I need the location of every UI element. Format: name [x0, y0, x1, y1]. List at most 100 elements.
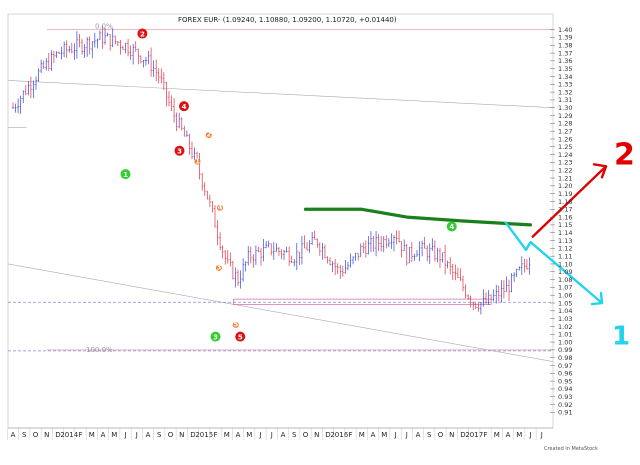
x-tick-label: J	[393, 431, 396, 439]
wave-major-3-text: 5	[238, 333, 243, 341]
price-bar	[226, 249, 229, 264]
wave-green-1: 3	[210, 331, 221, 342]
price-bar	[167, 91, 170, 107]
price-bar	[410, 242, 413, 263]
price-bar	[349, 253, 352, 268]
wave-minor-1-text: 1	[195, 157, 200, 165]
price-bar	[193, 147, 196, 160]
price-bar	[234, 267, 237, 288]
price-bar	[109, 34, 112, 51]
price-bar	[58, 51, 61, 54]
x-tick-label: M	[246, 431, 252, 439]
x-tick-label: F	[483, 431, 487, 439]
x-tick-label: 2014	[60, 431, 78, 439]
fib-label-0: 0.0%	[95, 23, 113, 31]
y-tick-label: 1.05	[558, 299, 572, 307]
y-tick-label: 1.26	[558, 135, 572, 143]
wave-minor-2-text: 4	[218, 203, 223, 211]
x-tick-label: D	[190, 431, 195, 439]
price-bar	[155, 59, 158, 82]
price-bar	[178, 112, 181, 129]
price-bar	[403, 239, 406, 251]
y-tick-label: 1.33	[558, 81, 572, 89]
price-bar	[283, 249, 286, 260]
price-bar	[98, 30, 101, 41]
y-tick-label: 1.16	[558, 213, 572, 221]
x-tick-label: J	[270, 431, 273, 439]
y-tick-label: 1.04	[558, 307, 572, 315]
x-tick-label: A	[506, 431, 511, 439]
x-tick-label: M	[224, 431, 230, 439]
price-bar	[65, 40, 68, 58]
price-bar	[352, 256, 355, 265]
price-bar	[244, 261, 247, 272]
wave-major-3: 5	[235, 331, 246, 342]
wave-green-2: 4	[446, 221, 457, 232]
x-tick-label: O	[168, 431, 174, 439]
price-bar	[444, 244, 447, 275]
price-bar	[19, 95, 22, 114]
y-tick-label: 1.00	[558, 338, 572, 346]
x-tick-label: J	[123, 431, 126, 439]
price-bar	[68, 45, 71, 53]
y-tick-label: 1.21	[558, 174, 572, 182]
y-tick-label: 0.96	[558, 370, 572, 378]
price-bar	[129, 45, 132, 60]
wave-green-2-text: 4	[449, 223, 454, 231]
price-bar	[185, 130, 188, 137]
projection-down-line	[504, 221, 604, 305]
price-bar	[456, 267, 459, 279]
price-bar	[152, 60, 155, 77]
price-bar	[479, 302, 482, 315]
price-bar	[219, 232, 222, 251]
price-bar	[398, 230, 401, 243]
y-tick-label: 1.18	[558, 198, 572, 206]
price-bar	[265, 241, 268, 249]
price-bar	[395, 230, 398, 245]
y-tick-label: 1.39	[558, 34, 572, 42]
x-tick-label: A	[281, 431, 286, 439]
y-tick-label: 1.09	[558, 268, 572, 276]
fib-label-1: 100.0%	[86, 346, 113, 354]
price-bar	[421, 240, 424, 257]
price-bar	[175, 112, 178, 132]
x-tick-label: S	[22, 431, 27, 439]
price-bar	[260, 247, 263, 266]
x-tick-label: M	[111, 431, 117, 439]
price-bar	[144, 56, 147, 66]
x-tick-label: A	[236, 431, 241, 439]
price-bar	[295, 242, 298, 271]
x-tick-label: 2016	[330, 431, 348, 439]
price-bar	[55, 51, 58, 58]
price-bar	[206, 190, 209, 200]
price-bar	[329, 257, 332, 266]
price-bar	[438, 247, 441, 269]
price-bar	[96, 38, 99, 49]
wave-major-2: 3	[174, 145, 185, 156]
price-bar	[91, 41, 94, 59]
price-bar	[288, 246, 291, 266]
wave-major-1-text: 4	[182, 103, 187, 111]
price-bar	[277, 246, 280, 256]
price-bar	[93, 32, 96, 48]
wave-green-0: 1	[120, 169, 131, 180]
y-tick-label: 1.40	[558, 26, 572, 34]
y-tick-label: 1.03	[558, 315, 572, 323]
x-tick-label: J	[258, 431, 261, 439]
price-bar	[451, 264, 454, 280]
price-bar	[382, 236, 385, 253]
price-bar	[37, 68, 40, 82]
price-bar	[423, 236, 426, 249]
projection-up-label: 2	[614, 137, 635, 172]
price-bar	[157, 68, 160, 84]
y-tick-label: 1.17	[558, 206, 572, 214]
price-bar	[285, 246, 288, 253]
price-bar	[354, 252, 357, 261]
price-bar	[298, 251, 301, 266]
x-tick-label: O	[33, 431, 39, 439]
price-bar	[70, 42, 73, 54]
price-bar	[306, 242, 309, 251]
price-bar	[316, 238, 319, 248]
y-tick-label: 1.27	[558, 127, 572, 135]
x-tick-label: F	[78, 431, 82, 439]
